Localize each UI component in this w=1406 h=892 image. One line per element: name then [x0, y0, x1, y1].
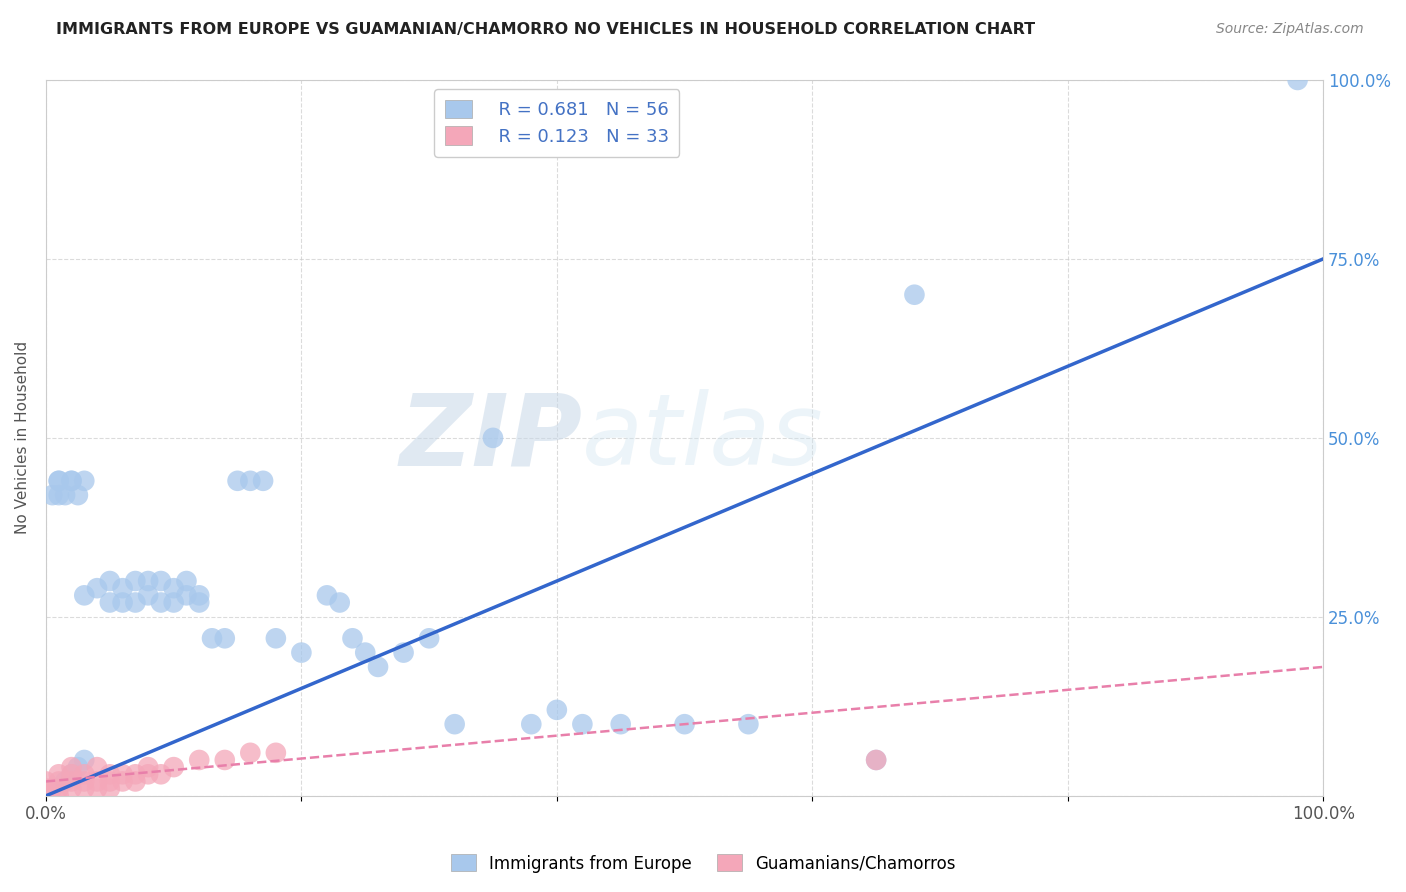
Point [60, 474, 83, 488]
Point [60, 781, 83, 796]
Point [73, 474, 96, 488]
Point [865, 753, 887, 767]
Point [111, 595, 134, 609]
Point [188, 595, 211, 609]
Point [316, 588, 339, 602]
Point [865, 753, 887, 767]
Point [98, 781, 121, 796]
Point [41, 488, 63, 502]
Point [60, 760, 83, 774]
Point [53, 774, 76, 789]
Point [73, 588, 96, 602]
Point [176, 574, 198, 588]
Point [66, 760, 89, 774]
Point [35, 781, 58, 796]
Point [48, 767, 70, 781]
Point [214, 632, 236, 646]
Point [53, 488, 76, 502]
Point [354, 646, 377, 660]
Text: atlas: atlas [582, 390, 824, 486]
Point [48, 474, 70, 488]
Point [163, 595, 186, 609]
Point [252, 474, 274, 488]
Point [73, 753, 96, 767]
Point [98, 767, 121, 781]
Point [329, 595, 352, 609]
Point [60, 767, 83, 781]
Point [290, 646, 312, 660]
Point [163, 581, 186, 595]
Point [188, 753, 211, 767]
Point [149, 767, 172, 781]
Point [98, 774, 121, 789]
Point [176, 588, 198, 602]
Point [60, 474, 83, 488]
Point [48, 781, 70, 796]
Point [520, 717, 543, 731]
Point [226, 474, 249, 488]
Point [136, 574, 159, 588]
Point [111, 581, 134, 595]
Point [264, 746, 287, 760]
Point [86, 581, 108, 595]
Point [367, 660, 389, 674]
Point [73, 781, 96, 796]
Point [392, 646, 415, 660]
Point [111, 767, 134, 781]
Point [41, 781, 63, 796]
Point [903, 287, 925, 301]
Point [136, 588, 159, 602]
Point [214, 753, 236, 767]
Point [60, 774, 83, 789]
Point [124, 574, 146, 588]
Point [239, 746, 262, 760]
Point [239, 474, 262, 488]
Point [98, 595, 121, 609]
Point [571, 717, 593, 731]
Point [342, 632, 364, 646]
Point [136, 767, 159, 781]
Point [737, 717, 759, 731]
Point [609, 717, 631, 731]
Point [149, 574, 172, 588]
Point [111, 774, 134, 789]
Point [66, 488, 89, 502]
Point [73, 767, 96, 781]
Point [86, 781, 108, 796]
Point [86, 760, 108, 774]
Point [443, 717, 465, 731]
Point [124, 774, 146, 789]
Point [60, 767, 83, 781]
Point [673, 717, 696, 731]
Text: Source: ZipAtlas.com: Source: ZipAtlas.com [1216, 22, 1364, 37]
Point [48, 789, 70, 803]
Text: IMMIGRANTS FROM EUROPE VS GUAMANIAN/CHAMORRO NO VEHICLES IN HOUSEHOLD CORRELATIO: IMMIGRANTS FROM EUROPE VS GUAMANIAN/CHAM… [56, 22, 1035, 37]
Point [48, 488, 70, 502]
Point [136, 760, 159, 774]
Point [35, 774, 58, 789]
Point [48, 474, 70, 488]
Point [201, 632, 224, 646]
Point [264, 632, 287, 646]
Text: ZIP: ZIP [399, 390, 582, 486]
Point [163, 760, 186, 774]
Point [73, 774, 96, 789]
Point [48, 774, 70, 789]
Point [86, 774, 108, 789]
Point [546, 703, 568, 717]
Point [124, 595, 146, 609]
Legend:   R = 0.681   N = 56,   R = 0.123   N = 33: R = 0.681 N = 56, R = 0.123 N = 33 [434, 89, 679, 157]
Y-axis label: No Vehicles in Household: No Vehicles in Household [15, 342, 30, 534]
Point [124, 767, 146, 781]
Point [482, 431, 505, 445]
Legend: Immigrants from Europe, Guamanians/Chamorros: Immigrants from Europe, Guamanians/Chamo… [444, 847, 962, 880]
Point [98, 574, 121, 588]
Point [1286, 73, 1309, 87]
Point [188, 588, 211, 602]
Point [418, 632, 440, 646]
Point [149, 595, 172, 609]
